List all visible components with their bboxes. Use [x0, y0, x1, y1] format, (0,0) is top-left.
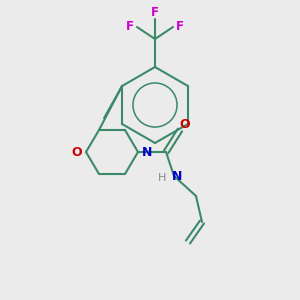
- Text: F: F: [176, 20, 184, 34]
- Text: H: H: [158, 173, 166, 183]
- Text: F: F: [151, 5, 159, 19]
- Text: F: F: [126, 20, 134, 34]
- Text: N: N: [142, 146, 152, 158]
- Text: O: O: [180, 118, 190, 131]
- Text: N: N: [172, 169, 182, 182]
- Text: O: O: [72, 146, 82, 158]
